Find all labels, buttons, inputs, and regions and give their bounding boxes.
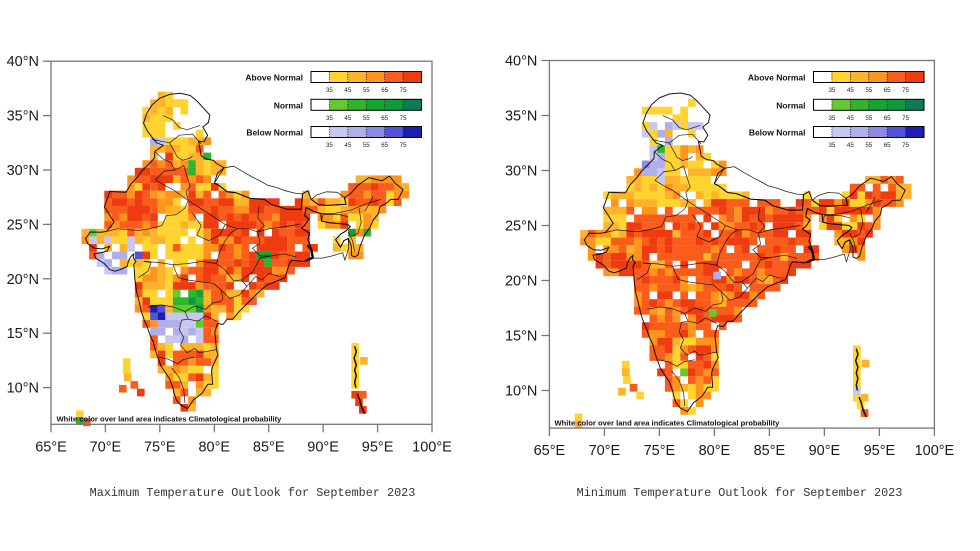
svg-text:65: 65	[381, 87, 388, 94]
svg-text:45: 45	[344, 142, 351, 149]
svg-text:100°E: 100°E	[412, 439, 452, 455]
svg-text:30°N: 30°N	[7, 163, 39, 179]
svg-text:35: 35	[828, 115, 835, 122]
svg-text:75: 75	[902, 87, 909, 94]
svg-text:95°E: 95°E	[362, 439, 394, 455]
svg-text:40°N: 40°N	[505, 54, 537, 70]
svg-text:75: 75	[400, 115, 407, 122]
svg-text:65: 65	[884, 87, 891, 94]
svg-text:10°N: 10°N	[505, 384, 537, 400]
svg-text:65: 65	[884, 115, 891, 122]
svg-text:75°E: 75°E	[144, 439, 176, 455]
svg-text:65°E: 65°E	[35, 439, 67, 455]
svg-text:75: 75	[902, 115, 909, 122]
svg-text:40°N: 40°N	[7, 54, 39, 70]
svg-text:75: 75	[400, 87, 407, 94]
svg-text:45: 45	[847, 115, 854, 122]
svg-text:75°E: 75°E	[644, 443, 676, 459]
svg-text:75: 75	[902, 142, 909, 149]
svg-text:80°E: 80°E	[699, 443, 731, 459]
svg-text:70°E: 70°E	[90, 439, 122, 455]
svg-text:55: 55	[363, 87, 370, 94]
svg-text:35: 35	[326, 115, 333, 122]
svg-text:25°N: 25°N	[7, 217, 39, 233]
svg-text:55: 55	[363, 115, 370, 122]
svg-text:Above Normal: Above Normal	[245, 73, 303, 83]
svg-text:55: 55	[865, 115, 872, 122]
svg-text:Below Normal: Below Normal	[246, 128, 303, 138]
svg-text:65°E: 65°E	[534, 443, 566, 459]
svg-text:35: 35	[326, 87, 333, 94]
svg-text:45: 45	[847, 87, 854, 94]
svg-text:55: 55	[363, 142, 370, 149]
svg-text:15°N: 15°N	[505, 329, 537, 345]
svg-text:20°N: 20°N	[505, 274, 537, 290]
svg-text:35: 35	[828, 87, 835, 94]
svg-text:Maximum Temperature Outlook fo: Maximum Temperature Outlook for Septembe…	[90, 486, 416, 500]
svg-text:Minimum Temperature Outlook fo: Minimum Temperature Outlook for Septembe…	[577, 486, 903, 500]
svg-text:Normal: Normal	[274, 100, 303, 110]
svg-text:Above Normal: Above Normal	[748, 73, 806, 83]
svg-text:Normal: Normal	[776, 100, 805, 110]
svg-text:90°E: 90°E	[809, 443, 841, 459]
svg-text:70°E: 70°E	[589, 443, 621, 459]
svg-text:55: 55	[865, 142, 872, 149]
svg-text:35°N: 35°N	[7, 109, 39, 125]
svg-text:75: 75	[400, 142, 407, 149]
svg-text:35: 35	[326, 142, 333, 149]
svg-text:65: 65	[381, 115, 388, 122]
svg-text:80°E: 80°E	[198, 439, 230, 455]
svg-text:35°N: 35°N	[505, 109, 537, 125]
svg-text:65: 65	[884, 142, 891, 149]
svg-text:90°E: 90°E	[307, 439, 339, 455]
svg-text:65: 65	[381, 142, 388, 149]
svg-text:White color over land area ind: White color over land area indicates Cli…	[555, 418, 781, 427]
svg-text:55: 55	[865, 87, 872, 94]
svg-text:15°N: 15°N	[7, 326, 39, 342]
svg-text:25°N: 25°N	[505, 219, 537, 235]
svg-text:35: 35	[828, 142, 835, 149]
svg-text:30°N: 30°N	[505, 164, 537, 180]
svg-text:100°E: 100°E	[915, 443, 955, 459]
svg-text:Below Normal: Below Normal	[749, 128, 806, 138]
svg-text:45: 45	[847, 142, 854, 149]
svg-text:10°N: 10°N	[7, 381, 39, 397]
svg-text:95°E: 95°E	[864, 443, 896, 459]
svg-text:45: 45	[344, 115, 351, 122]
svg-text:85°E: 85°E	[253, 439, 285, 455]
svg-text:20°N: 20°N	[7, 272, 39, 288]
svg-text:45: 45	[344, 87, 351, 94]
svg-text:White color over land area ind: White color over land area indicates Cli…	[57, 415, 283, 424]
svg-text:85°E: 85°E	[754, 443, 786, 459]
